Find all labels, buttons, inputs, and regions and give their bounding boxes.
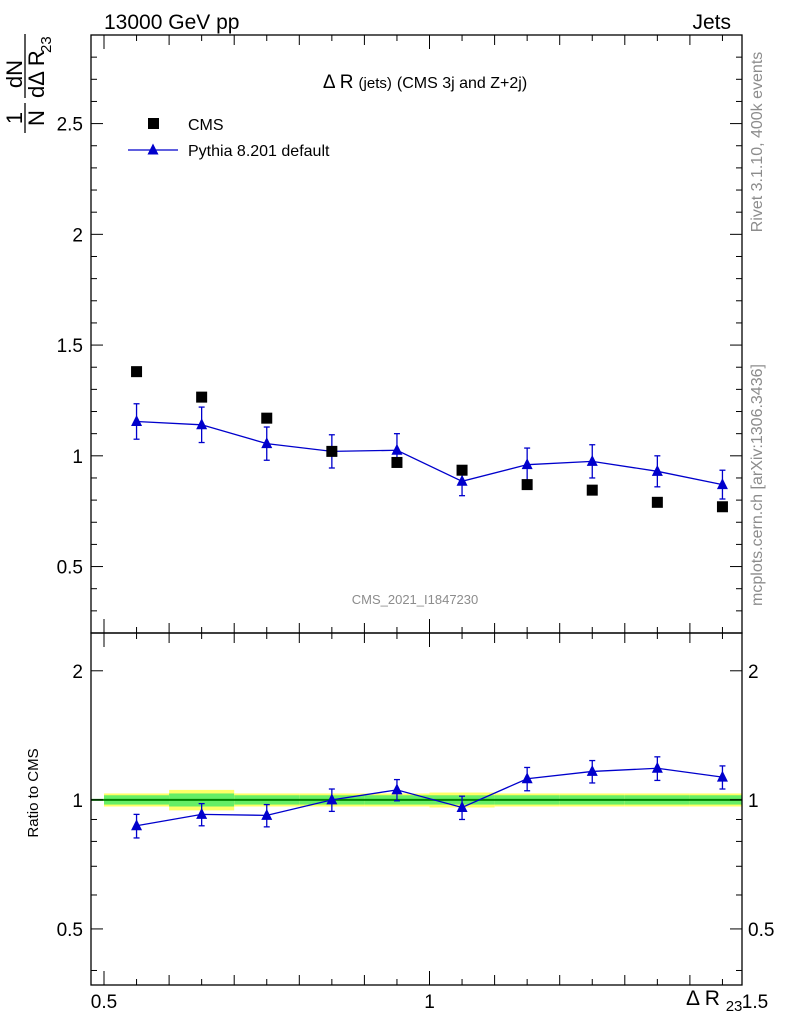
- ratio-point: [456, 800, 468, 812]
- ratio-point: [521, 772, 533, 784]
- pythia-point: [521, 458, 533, 470]
- ratio-y-tick-label: 1: [72, 791, 83, 812]
- ratio-line: [136, 767, 723, 827]
- y-tick-label: 2.5: [57, 115, 83, 136]
- cms-point: [716, 501, 728, 513]
- legend-pythia-label: Pythia 8.201 default: [188, 143, 330, 160]
- ratio-point: [326, 793, 338, 805]
- x-tick-label: 1.5: [742, 992, 768, 1013]
- static-text: 13000 GeV pp Jets Δ R (jets) (CMS 3j and…: [2, 11, 766, 1015]
- svg-text:dΔ R: dΔ R: [24, 50, 49, 98]
- pythia-point: [391, 443, 403, 455]
- cms-point: [326, 445, 338, 457]
- ratio-frame: [90, 632, 743, 986]
- ratio-y-tick-label-right: 0.5: [748, 920, 774, 941]
- legend-cms-label: CMS: [188, 117, 224, 134]
- svg-text:1: 1: [2, 112, 27, 124]
- analysis-watermark: CMS_2021_I1847230: [352, 592, 479, 607]
- main-plot-panel: 0.5 1 1.5 2 2.5: [57, 34, 743, 634]
- ratio-y-tick-label-right: 1: [748, 791, 759, 812]
- mcplots-label: mcplots.cern.ch [arXiv:1306.3436]: [749, 364, 766, 606]
- ratio-point: [196, 807, 208, 819]
- pythia-point: [131, 414, 143, 426]
- x-tick-label: 0.5: [91, 992, 117, 1013]
- y-axis-label-ratio: Ratio to CMS: [25, 748, 42, 837]
- cms-point: [456, 464, 468, 476]
- ratio-point: [131, 819, 143, 831]
- ratio-point: [391, 783, 403, 795]
- cms-point: [521, 479, 533, 491]
- pythia-point: [456, 474, 468, 486]
- pythia-point: [586, 454, 598, 466]
- svg-text:dN: dN: [2, 60, 27, 88]
- y-axis-label-main: 1 N dN dΔ R 23: [2, 34, 55, 133]
- pythia-point: [651, 464, 663, 476]
- cms-point: [651, 496, 663, 508]
- ratio-point: [716, 770, 728, 782]
- main-title: Δ R (jets) (CMS 3j and Z+2j): [323, 72, 527, 93]
- pythia-point: [196, 418, 208, 430]
- cms-point: [261, 412, 273, 424]
- svg-text:23: 23: [38, 36, 55, 53]
- legend-pythia-marker: [147, 143, 159, 155]
- ratio-y-tick-label: 0.5: [57, 920, 83, 941]
- ratio-plot-panel: 0.5 0.5 1 1 2 2 0.5 1 1.5: [57, 632, 774, 1013]
- ratio-y-tick-label: 2: [72, 662, 83, 683]
- pythia-point: [261, 437, 273, 449]
- y-tick-label: 1.5: [57, 336, 83, 357]
- cms-point: [131, 366, 143, 378]
- ratio-point: [651, 761, 663, 773]
- energy-label: 13000 GeV pp: [104, 11, 239, 34]
- cms-point: [586, 484, 598, 496]
- x-axis-label: Δ R 23: [686, 987, 742, 1015]
- rivet-label: Rivet 3.1.10, 400k events: [749, 52, 766, 233]
- legend: CMS Pythia 8.201 default: [128, 117, 330, 160]
- ratio-point: [261, 808, 273, 820]
- y-tick-label: 1: [72, 447, 83, 468]
- svg-text:N: N: [24, 110, 49, 126]
- y-tick-label: 0.5: [57, 558, 83, 579]
- ratio-point: [586, 764, 598, 776]
- process-label: Jets: [692, 11, 731, 34]
- pythia-line: [136, 420, 723, 486]
- legend-cms-marker: [148, 118, 159, 129]
- y-tick-label: 2: [72, 225, 83, 246]
- cms-point: [196, 391, 208, 403]
- x-tick-label: 1: [424, 992, 435, 1013]
- pythia-point: [716, 478, 728, 490]
- cms-point: [391, 456, 403, 468]
- ratio-y-tick-label-right: 2: [748, 662, 759, 683]
